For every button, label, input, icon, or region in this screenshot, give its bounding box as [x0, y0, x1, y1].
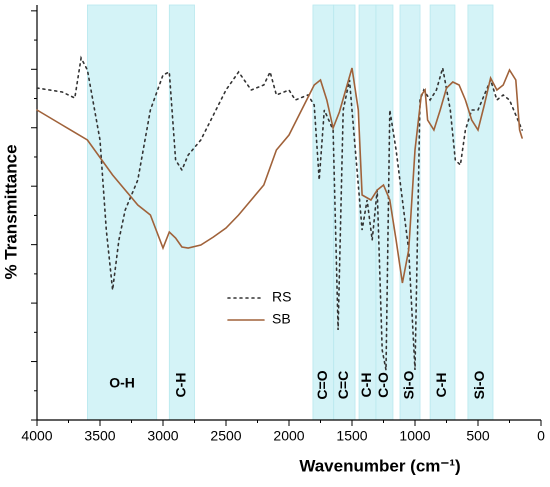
band-label: C=O: [314, 370, 330, 399]
band: [87, 4, 158, 421]
x-tick-label: 1000: [399, 428, 430, 444]
x-tick-label: 3500: [84, 428, 115, 444]
band: [358, 4, 377, 421]
x-axis-label: Wavenumber (cm⁻¹): [299, 456, 460, 475]
band-label: C-H: [173, 373, 189, 398]
band-label: C-H: [433, 373, 449, 398]
band: [333, 4, 356, 421]
band: [467, 4, 494, 421]
band-label: Si-O: [471, 371, 487, 400]
band-label: Si-O: [401, 371, 417, 400]
x-tick-label: 2500: [210, 428, 241, 444]
legend-label: RS: [272, 289, 291, 305]
x-tick-label: 500: [466, 428, 490, 444]
band: [429, 4, 456, 421]
band: [168, 4, 195, 421]
band-label: C-H: [358, 373, 374, 398]
x-tick-label: 1500: [336, 428, 367, 444]
legend-label: SB: [272, 311, 291, 327]
x-tick-label: 4000: [21, 428, 52, 444]
x-tick-label: 0: [537, 428, 545, 444]
x-tick-label: 3000: [147, 428, 178, 444]
y-axis-label: % Transmittance: [1, 144, 20, 279]
x-tick-label: 2000: [273, 428, 304, 444]
band: [312, 4, 335, 421]
band-label: C-O: [375, 372, 391, 398]
band-label: O-H: [109, 375, 135, 391]
band: [399, 4, 421, 421]
band-label: C=C: [335, 371, 351, 399]
series-line: [36, 67, 523, 284]
series-line: [36, 55, 523, 371]
